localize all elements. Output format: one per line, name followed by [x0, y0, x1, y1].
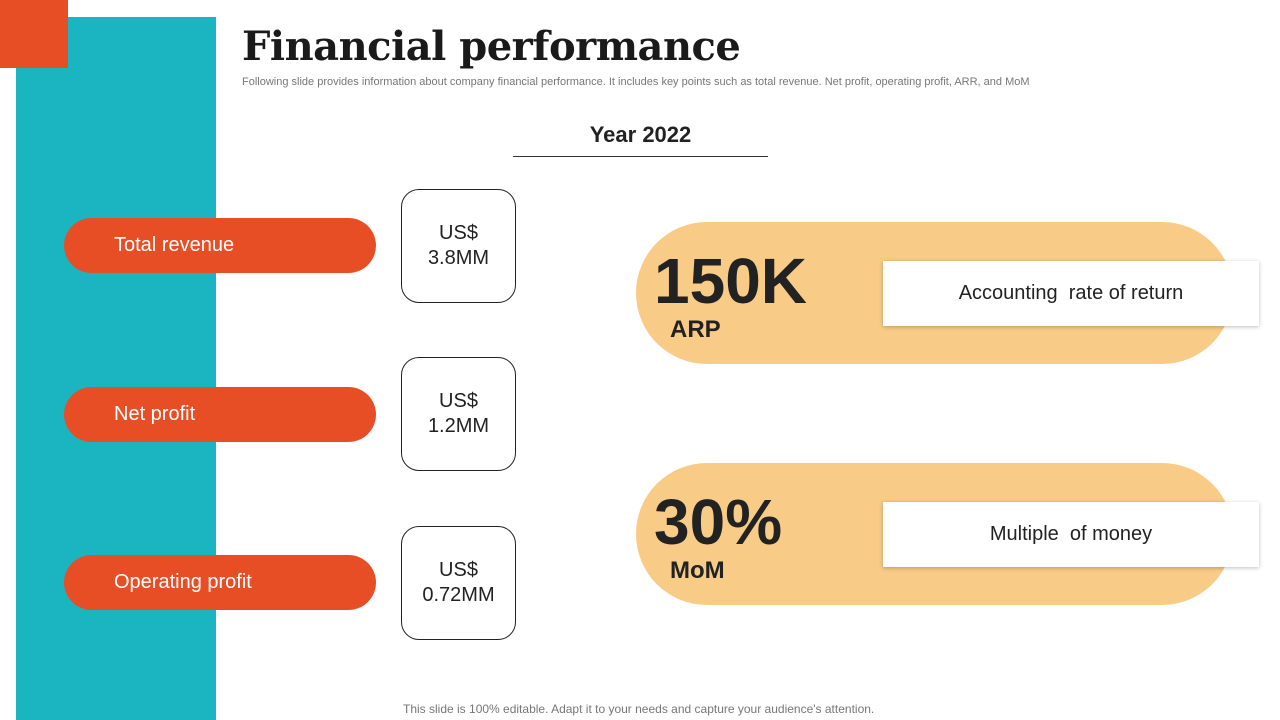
kpi-pill-total-revenue: Total revenue — [64, 218, 376, 273]
kpi-amount: 3.8MM — [427, 247, 490, 269]
metric-description-card-mom: Multiple of money — [883, 502, 1259, 567]
metric-abbreviation: MoM — [670, 557, 725, 584]
orange-corner-block — [0, 0, 68, 68]
year-underline — [513, 156, 768, 157]
metric-value: 150K — [654, 245, 807, 317]
teal-sidebar-bar — [16, 17, 216, 720]
metric-value: 30% — [654, 486, 783, 558]
metric-description: Accounting rate of return — [958, 282, 1184, 304]
slide-footer: This slide is 100% editable. Adapt it to… — [403, 702, 875, 716]
kpi-value-box-total-revenue: US$ 3.8MM — [401, 189, 516, 303]
kpi-label: Net profit — [114, 403, 196, 425]
kpi-value-box-operating-profit: US$ 0.72MM — [401, 526, 516, 640]
kpi-pill-operating-profit: Operating profit — [64, 555, 376, 610]
kpi-amount: 0.72MM — [422, 584, 495, 606]
kpi-label: Operating profit — [114, 571, 252, 593]
slide-subtitle: Following slide provides information abo… — [242, 76, 1030, 88]
year-label: Year 2022 — [589, 122, 692, 147]
kpi-pill-net-profit: Net profit — [64, 387, 376, 442]
kpi-currency: US$ — [439, 390, 478, 412]
slide-title: Financial performance — [242, 23, 741, 70]
kpi-label: Total revenue — [114, 234, 235, 256]
kpi-currency: US$ — [439, 222, 478, 244]
metric-abbreviation: ARP — [670, 316, 721, 343]
metric-description-card-arp: Accounting rate of return — [883, 261, 1259, 326]
kpi-amount: 1.2MM — [427, 415, 490, 437]
kpi-currency: US$ — [439, 559, 478, 581]
metric-description: Multiple of money — [989, 523, 1153, 545]
kpi-value-box-net-profit: US$ 1.2MM — [401, 357, 516, 471]
